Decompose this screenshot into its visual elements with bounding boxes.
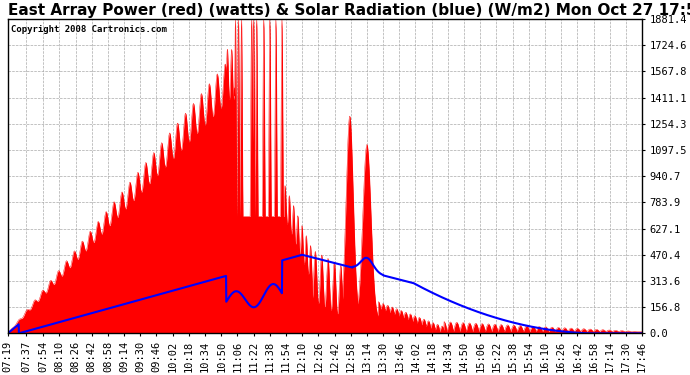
Text: East Array Power (red) (watts) & Solar Radiation (blue) (W/m2) Mon Oct 27 17:50: East Array Power (red) (watts) & Solar R… [8,3,690,18]
Text: Copyright 2008 Cartronics.com: Copyright 2008 Cartronics.com [11,25,167,34]
